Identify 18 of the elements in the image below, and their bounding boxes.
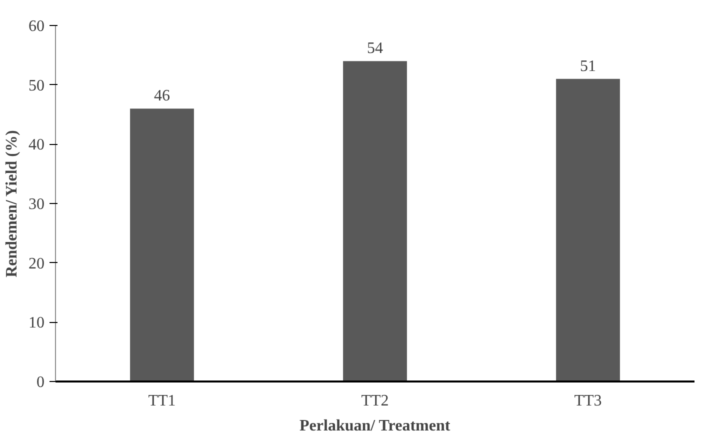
y-tick-label: 30 <box>28 196 44 213</box>
y-tick-label: 50 <box>28 77 44 94</box>
y-tick-label: 20 <box>28 255 44 272</box>
x-tick-label: TT3 <box>574 392 602 410</box>
bar <box>343 61 407 382</box>
data-label: 51 <box>580 58 596 75</box>
bar <box>556 78 620 382</box>
y-tick-label: 10 <box>28 314 44 332</box>
y-tick-label: 0 <box>36 374 44 391</box>
x-tick-label: TT2 <box>361 392 389 410</box>
x-tick-label: TT1 <box>148 392 176 410</box>
bar <box>130 108 194 382</box>
y-tick-label: 60 <box>28 18 44 35</box>
data-label: 46 <box>154 88 170 105</box>
data-label: 54 <box>367 40 383 58</box>
y-tick-label: 40 <box>28 136 44 154</box>
x-axis-title: Perlakuan/ Treatment <box>300 418 451 434</box>
y-axis-title: Rendemen/ Yield (%) <box>4 130 20 278</box>
